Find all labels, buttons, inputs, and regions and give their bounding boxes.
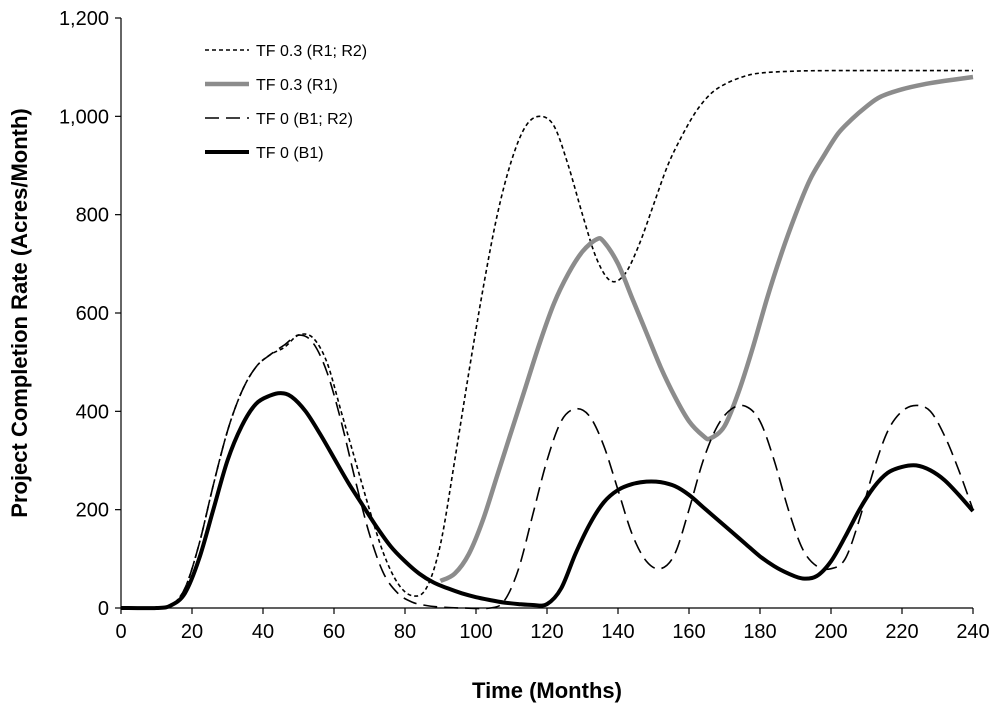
x-ticks: 0 20 40 60 80 100 120 140 160 180 200 220 240 bbox=[115, 608, 990, 643]
legend-label-3: TF 0 (B1) bbox=[256, 145, 324, 162]
x-tick-label: 240 bbox=[956, 621, 989, 643]
x-tick-label: 160 bbox=[672, 621, 705, 643]
x-axis-title: Time (Months) bbox=[472, 678, 622, 703]
x-tick-label: 120 bbox=[530, 621, 563, 643]
series-group bbox=[120, 69, 975, 611]
y-tick-label: 0 bbox=[98, 598, 109, 620]
series-line-1 bbox=[439, 74, 974, 584]
y-tick-label: 800 bbox=[76, 205, 109, 227]
legend: TF 0.3 (R1; R2) TF 0.3 (R1) TF 0 (B1; R2) T… bbox=[205, 43, 367, 162]
y-tick-label: 200 bbox=[76, 500, 109, 522]
x-tick-label: 40 bbox=[252, 621, 274, 643]
y-axis-title: Project Completion Rate (Acres/Month) bbox=[7, 108, 32, 517]
y-tick-label: 400 bbox=[76, 401, 109, 423]
series-line-2 bbox=[120, 334, 974, 610]
x-tick-label: 20 bbox=[181, 621, 203, 643]
y-tick-label: 1,000 bbox=[59, 106, 109, 128]
x-tick-label: 220 bbox=[885, 621, 918, 643]
y-tick-label: 1,200 bbox=[59, 8, 109, 30]
x-tick-label: 100 bbox=[459, 621, 492, 643]
legend-label-2: TF 0 (B1; R2) bbox=[256, 111, 353, 128]
x-tick-label: 180 bbox=[743, 621, 776, 643]
legend-label-0: TF 0.3 (R1; R2) bbox=[256, 43, 367, 60]
y-tick-label: 600 bbox=[76, 303, 109, 325]
series-line-3 bbox=[120, 391, 975, 611]
x-tick-label: 140 bbox=[601, 621, 634, 643]
x-tick-label: 60 bbox=[323, 621, 345, 643]
x-tick-label: 0 bbox=[115, 621, 126, 643]
legend-label-1: TF 0.3 (R1) bbox=[256, 77, 338, 94]
series-line-0 bbox=[120, 69, 973, 609]
x-tick-label: 200 bbox=[814, 621, 847, 643]
y-ticks: 0 200 400 600 800 1,000 1,200 bbox=[59, 8, 121, 620]
plot-area: 0 200 400 600 800 1,000 1,200 0 20 40 60 80 100 120 1… bbox=[59, 8, 990, 643]
x-tick-label: 80 bbox=[394, 621, 416, 643]
